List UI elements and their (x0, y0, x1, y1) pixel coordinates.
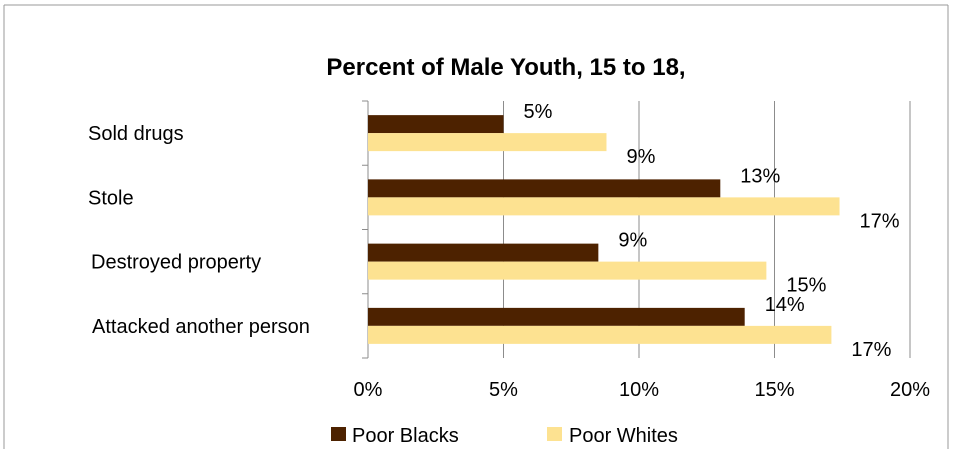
legend-swatch (547, 427, 562, 441)
data-label: 15% (786, 275, 826, 297)
x-tick-label: 0% (354, 379, 383, 401)
data-label: 13% (740, 165, 780, 187)
bar (368, 115, 504, 134)
data-label: 9% (618, 230, 647, 252)
data-label: 17% (851, 339, 891, 361)
data-labels: 5% 9% 13% 17% 9% 15%14% 17% (524, 101, 900, 361)
bar (368, 179, 721, 198)
legend: Poor Blacks Poor Whites (331, 425, 678, 447)
legend-swatch (331, 427, 346, 441)
bar (368, 325, 832, 344)
data-label: 5% (524, 101, 553, 123)
chart-title: Percent of Male Youth, 15 to 18, (326, 54, 685, 81)
category-label: Stole (88, 187, 134, 209)
x-tick-label: 15% (754, 379, 794, 401)
bar (368, 197, 840, 216)
bar (368, 243, 599, 262)
data-label: 14% (765, 294, 805, 316)
legend-label: Poor Blacks (352, 425, 459, 447)
x-tick-label: 5% (489, 379, 518, 401)
category-labels: Sold drugs Stole Destroyed property Attacke… (88, 123, 310, 338)
category-label: Sold drugs (88, 123, 184, 145)
legend-label: Poor Whites (569, 425, 678, 447)
data-label: 17% (860, 210, 900, 232)
x-tick-label: 20% (890, 379, 930, 401)
tick-labels: 0% 5% 10% 15% 20% (354, 379, 931, 401)
category-label: Destroyed property (91, 252, 261, 274)
bar (368, 307, 745, 326)
bar (368, 133, 607, 152)
bar (368, 261, 767, 280)
category-label: Attacked another person (92, 316, 310, 338)
x-tick-label: 10% (619, 379, 659, 401)
axes (362, 100, 369, 359)
bars (368, 115, 840, 344)
data-label: 9% (626, 146, 655, 168)
